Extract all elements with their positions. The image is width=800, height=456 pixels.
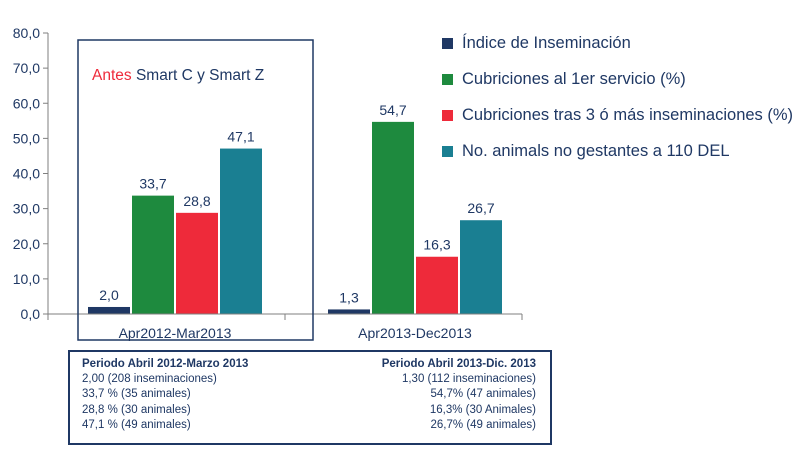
x-category-label: Apr2012-Mar2013	[119, 325, 232, 341]
bar	[220, 148, 262, 314]
x-axis: Apr2012-Mar2013 Apr2013-Dec2013	[47, 313, 523, 341]
bar-value-label: 26,7	[467, 200, 494, 216]
bar-value-label: 1,3	[339, 289, 359, 305]
bar	[88, 306, 130, 314]
antes-highlight-box	[77, 39, 314, 341]
summary-line: 47,1 % (49 animales)	[82, 418, 191, 431]
summary-line: 16,3% (30 Animales)	[429, 403, 536, 416]
legend-label: Cubriciones al 1er servicio (%)	[462, 69, 686, 88]
bar-value-label: 2,0	[99, 287, 119, 303]
bar-value-label: 33,7	[139, 176, 166, 192]
bar	[416, 256, 458, 314]
summary-line: 1,30 (112 inseminaciones)	[401, 373, 536, 386]
y-tick-label: 0,0	[21, 306, 41, 322]
legend-swatch	[442, 37, 453, 49]
summary-period-right: Periodo Abril 2013-Dic. 2013 1,30 (112 i…	[382, 357, 536, 433]
summary-header: Periodo Abril 2013-Dic. 2013	[381, 358, 536, 370]
x-category-label: Apr2013-Dec2013	[358, 325, 472, 341]
summary-line: 2,00 (208 inseminaciones)	[82, 373, 217, 386]
antes-highlight: Antes	[92, 67, 132, 84]
y-tick-label: 70,0	[13, 60, 40, 76]
legend-label: Índice de Inseminación	[462, 33, 631, 52]
legend-item-no-gestantes: No. animals no gestantes a 110 DEL	[442, 136, 793, 166]
legend-swatch	[442, 109, 453, 121]
legend-item-primer-servicio: Cubriciones al 1er servicio (%)	[442, 64, 793, 94]
summary-table: Periodo Abril 2012-Marzo 2013 2,00 (208 …	[68, 350, 552, 445]
bar	[132, 195, 174, 314]
bar	[176, 212, 218, 314]
antes-rest: Smart C y Smart Z	[132, 67, 265, 84]
legend-label: Cubriciones tras 3 ó más inseminaciones …	[462, 105, 794, 124]
legend-item-tres-inseminaciones: Cubriciones tras 3 ó más inseminaciones …	[442, 100, 793, 130]
summary-line: 28,8 % (30 animales)	[82, 403, 191, 416]
bar	[328, 309, 370, 314]
bar	[372, 121, 414, 315]
y-tick-label: 60,0	[13, 95, 40, 111]
antes-annotation: Antes Smart C y Smart Z	[92, 67, 264, 84]
bar-value-label: 28,8	[183, 193, 210, 209]
legend: Índice de Inseminación Cubriciones al 1e…	[442, 28, 793, 172]
legend-item-inseminacion: Índice de Inseminación	[442, 28, 793, 58]
summary-period-left: Periodo Abril 2012-Marzo 2013 2,00 (208 …	[82, 357, 248, 433]
y-tick-label: 40,0	[13, 166, 40, 182]
y-axis: 0,0 10,0 20,0 30,0 40,0 50,0 60,0 70,0 80,0	[13, 25, 49, 322]
bar-value-label: 16,3	[423, 237, 450, 253]
bars	[88, 121, 502, 315]
summary-line: 26,7% (49 animales)	[430, 418, 536, 431]
y-tick-label: 30,0	[13, 201, 40, 217]
y-tick-label: 50,0	[13, 130, 40, 146]
y-tick-label: 80,0	[13, 25, 40, 41]
bar-labels: 2,0 33,7 28,8 47,1 1,3 54,7 16,3 26,7	[99, 102, 495, 306]
bar-value-label: 47,1	[227, 129, 254, 145]
bar	[460, 220, 502, 314]
summary-line: 54,7% (47 animales)	[430, 388, 536, 401]
summary-line: 33,7 % (35 animales)	[82, 388, 191, 401]
legend-label: No. animals no gestantes a 110 DEL	[462, 141, 730, 160]
y-tick-label: 10,0	[13, 271, 40, 287]
bar-value-label: 54,7	[379, 102, 406, 118]
y-tick-label: 20,0	[13, 236, 40, 252]
legend-swatch	[442, 73, 453, 85]
legend-swatch	[442, 145, 453, 157]
summary-header: Periodo Abril 2012-Marzo 2013	[82, 358, 249, 370]
